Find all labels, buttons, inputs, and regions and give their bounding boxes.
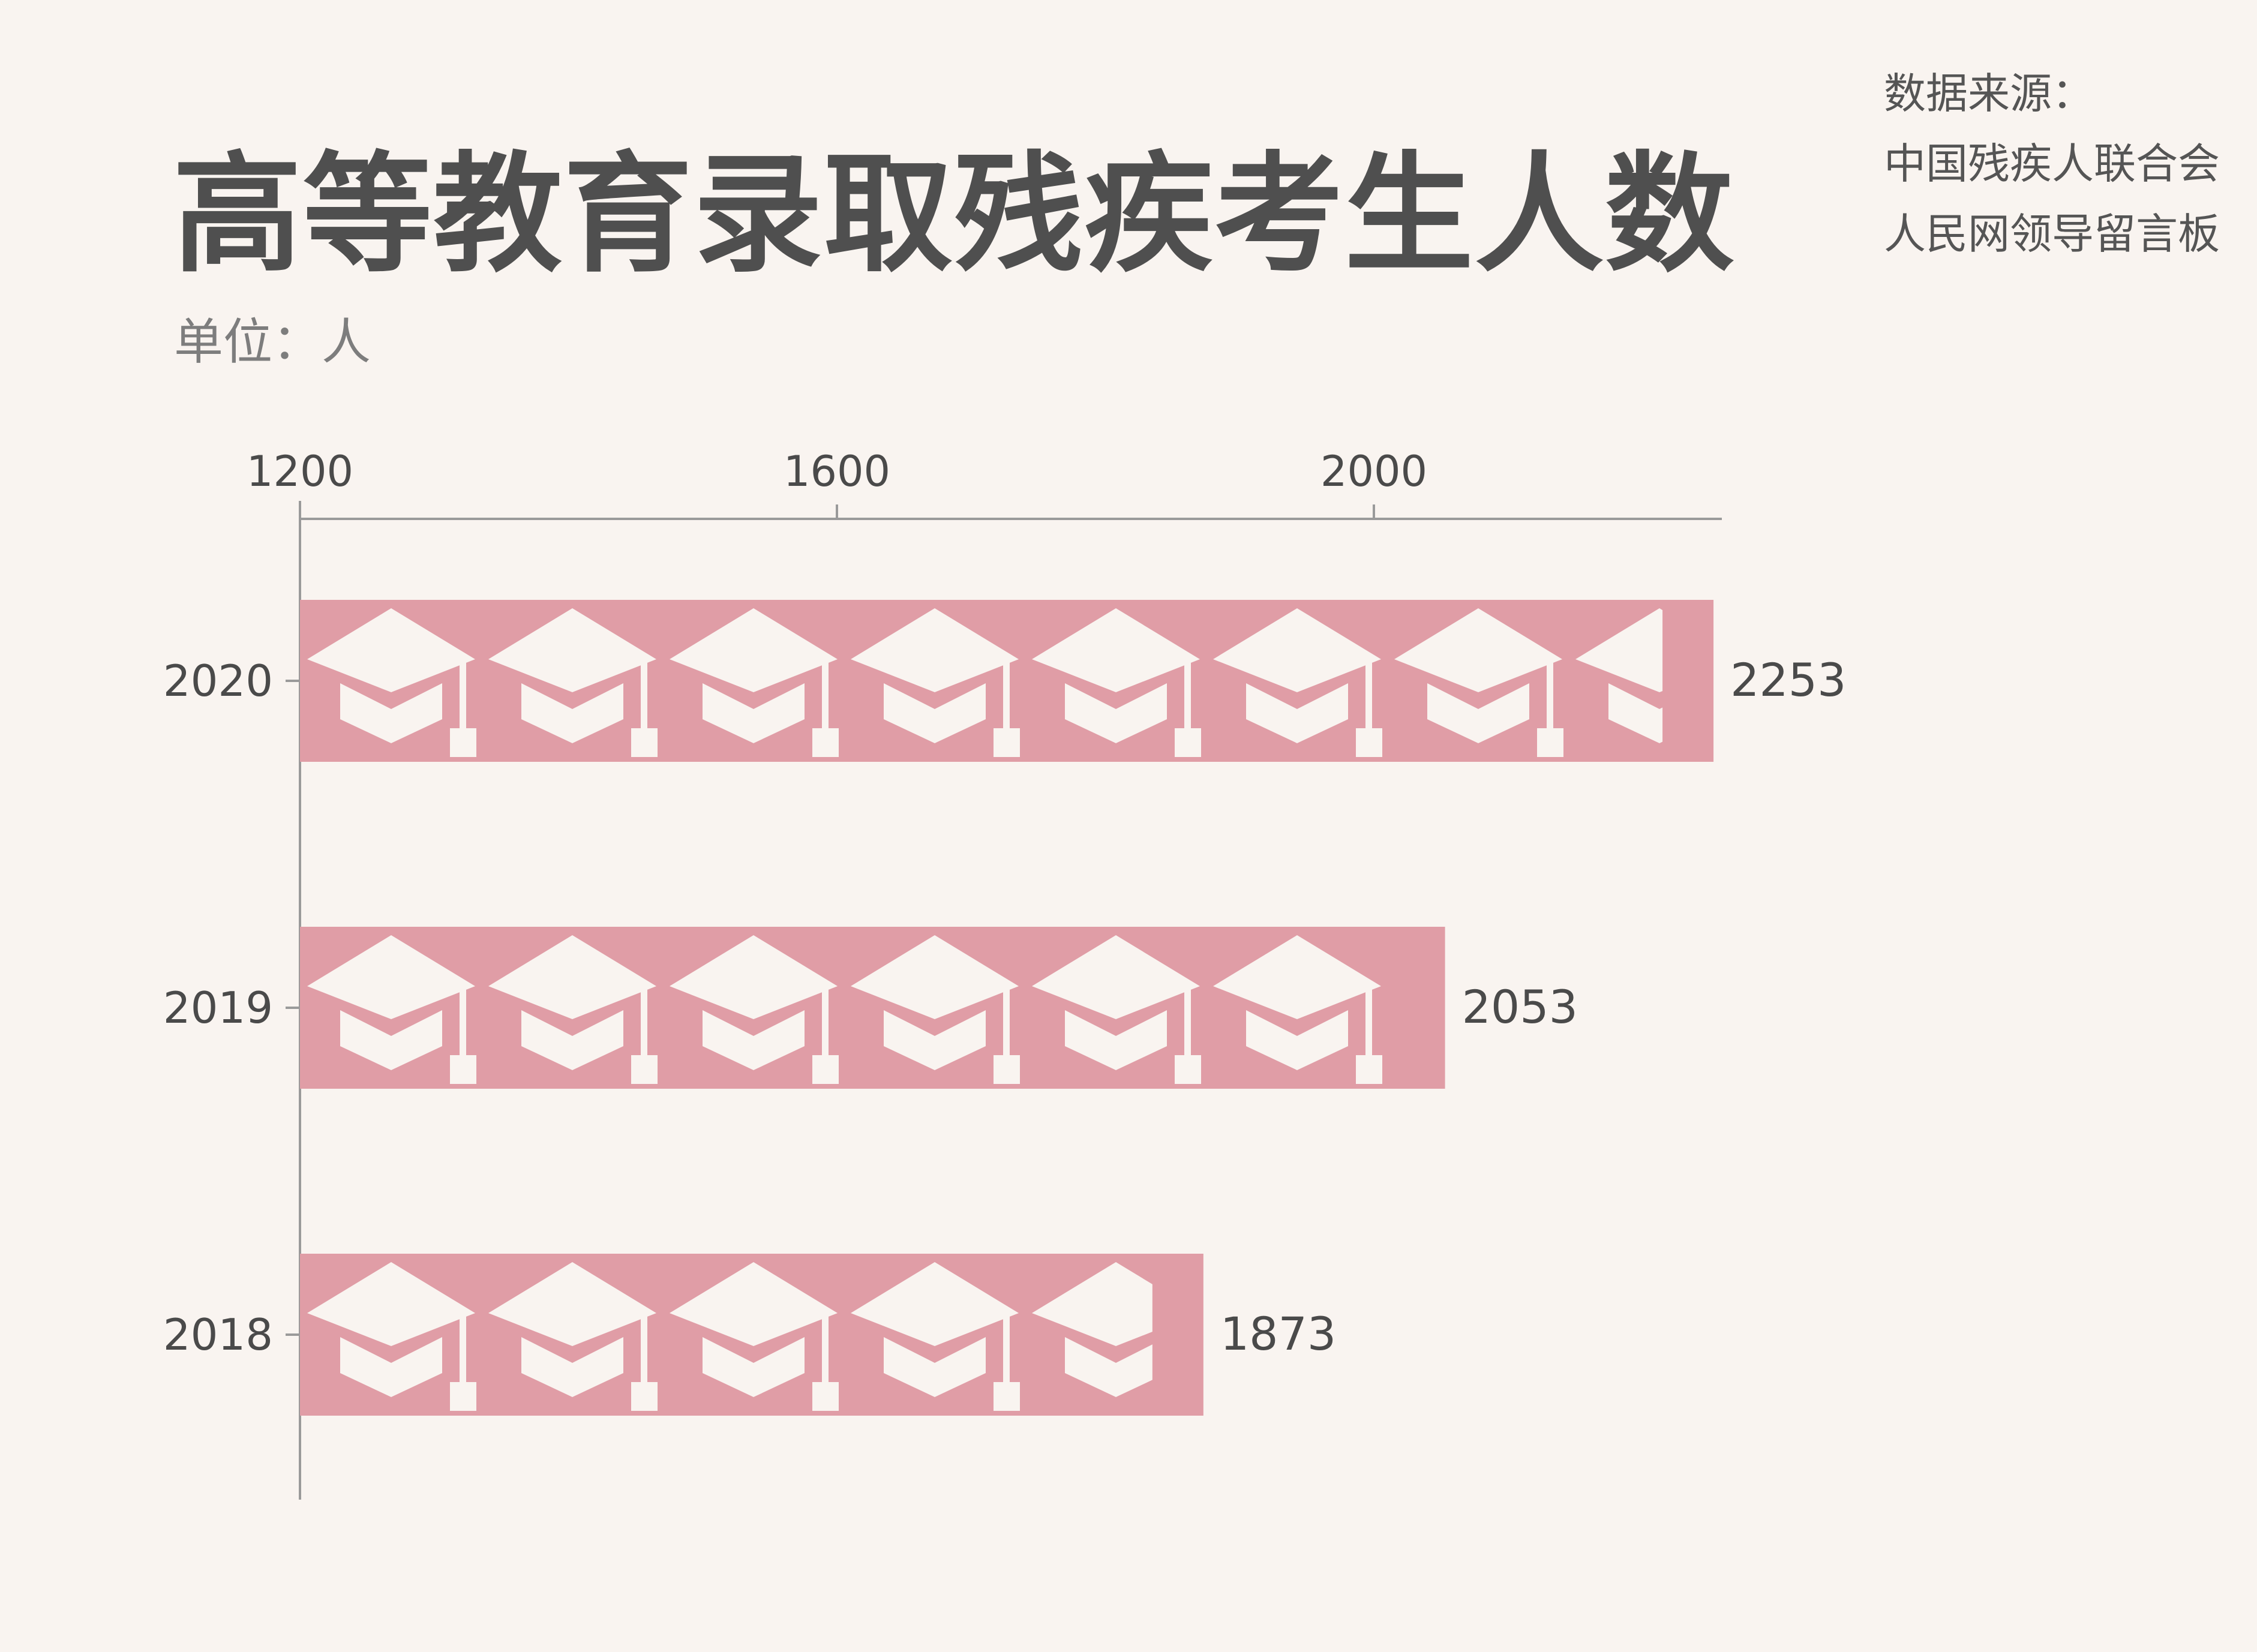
y-tick-label: 2019 [163,983,273,1033]
data-label: 1873 [1220,1307,1336,1360]
x-tick-label: 1600 [784,447,890,496]
bar [300,927,1445,1089]
source-heading: 数据来源： [1884,69,2094,118]
chart-title: 高等教育录取残疾考生人数 [173,139,1735,290]
y-tick-label: 2018 [163,1309,273,1360]
y-tick-label: 2020 [163,656,273,706]
source-line: 中国残疾人联合会 [1884,139,2220,188]
source-line: 人民网领导留言板 [1884,209,2220,259]
x-tick-label: 1200 [247,447,353,496]
data-label: 2253 [1730,653,1846,707]
unit-label: 单位：人 [174,314,371,371]
data-label: 2053 [1462,980,1578,1034]
data-source: 数据来源： 中国残疾人联合会 人民网领导留言板 [1884,59,2220,269]
chart-bars: 2253 2053 1873 [300,600,1847,1416]
x-tick-label: 2000 [1320,447,1427,496]
